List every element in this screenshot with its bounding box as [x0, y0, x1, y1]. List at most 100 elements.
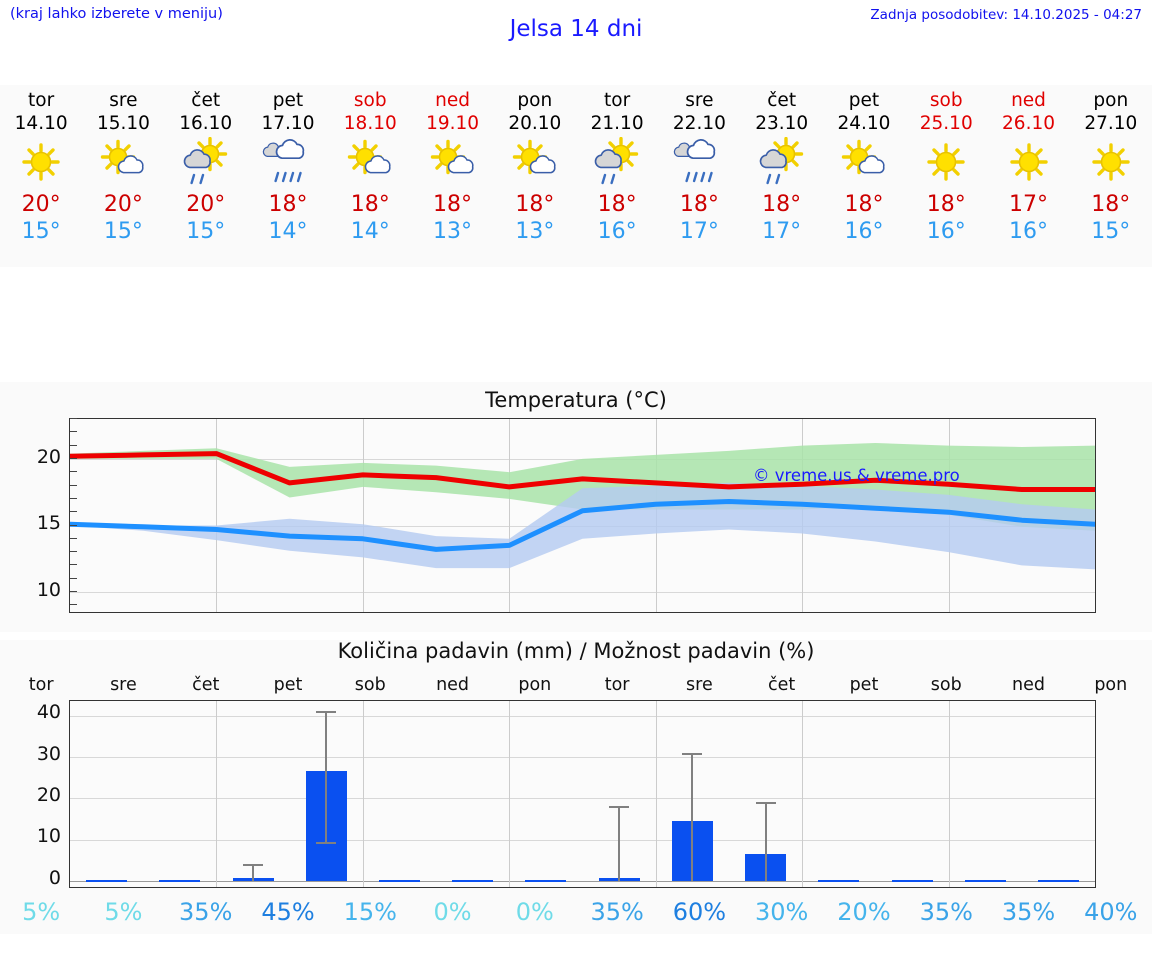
day-temp-max: 18° [762, 192, 802, 217]
precipitation-bar[interactable] [379, 880, 420, 882]
day-column[interactable]: čet 23.10 18° 17° [741, 85, 823, 267]
day-date: 23.10 [755, 113, 809, 134]
day-column[interactable]: sre 15.10 20° 15° [82, 85, 164, 267]
temperature-chart-title: Temperatura (°C) [485, 388, 667, 412]
day-name: sre [109, 90, 138, 111]
precipitation-error-cap [755, 802, 776, 805]
day-column[interactable]: tor 14.10 20° 15° [0, 85, 82, 267]
temperature-y-tick-label: 10 [36, 579, 61, 602]
day-name: ned [435, 90, 470, 111]
precipitation-day-label: pon [1094, 675, 1128, 695]
precipitation-bar[interactable] [964, 880, 1006, 882]
precipitation-bar[interactable] [525, 880, 567, 882]
precipitation-probability: 45% [261, 898, 315, 926]
precipitation-day-label: sob [930, 675, 962, 695]
temperature-y-tick-mark [70, 604, 77, 606]
cloud-heavy-rain-icon [671, 137, 727, 189]
day-column[interactable]: pon 27.10 18° 15° [1070, 85, 1152, 267]
day-date: 15.10 [96, 113, 150, 134]
precipitation-bar[interactable] [818, 880, 860, 882]
day-name: čet [767, 90, 797, 111]
precipitation-gridline-vertical [802, 701, 804, 887]
day-name: pet [848, 90, 880, 111]
precipitation-day-label: sre [110, 675, 137, 695]
precipitation-probability: 35% [919, 898, 973, 926]
day-temp-max: 18° [433, 192, 473, 217]
page-title: Jelsa 14 dni [509, 16, 643, 42]
day-date: 25.10 [919, 113, 973, 134]
day-name: pon [1093, 90, 1129, 111]
day-temp-max: 18° [350, 192, 390, 217]
day-column[interactable]: tor 21.10 18° 16° [576, 85, 658, 267]
precipitation-chart-title: Količina padavin (mm) / Možnost padavin … [337, 639, 815, 663]
precipitation-gridline [70, 839, 1095, 841]
last-updated-text: Zadnja posodobitev: 14.10.2025 - 04:27 [870, 7, 1142, 23]
temperature-gridline-vertical [216, 419, 218, 612]
day-date: 17.10 [261, 113, 315, 134]
day-column[interactable]: pet 17.10 18° 14° [247, 85, 329, 267]
day-column[interactable]: sre 22.10 18° 17° [658, 85, 740, 267]
day-temp-min: 15° [21, 219, 61, 244]
precipitation-bar[interactable] [86, 880, 128, 882]
day-date: 21.10 [590, 113, 644, 134]
precipitation-probability: 40% [1084, 898, 1138, 926]
day-temp-min: 13° [433, 219, 473, 244]
temperature-y-tick-mark [70, 591, 77, 592]
precipitation-bar[interactable] [891, 880, 933, 882]
precipitation-y-tick-label: 10 [36, 825, 61, 848]
precipitation-gridline [70, 798, 1095, 800]
sun-cloud-icon [507, 137, 563, 189]
precipitation-day-label: čet [768, 675, 796, 695]
precipitation-probability: 15% [343, 898, 397, 926]
day-date: 20.10 [508, 113, 562, 134]
precipitation-day-label: pet [849, 675, 879, 695]
precipitation-error-cap [316, 711, 337, 714]
day-column[interactable]: čet 16.10 20° 15° [165, 85, 247, 267]
precipitation-probability: 60% [672, 898, 727, 926]
cloud-heavy-rain-icon [260, 137, 316, 189]
precipitation-error-cap [609, 806, 630, 809]
precipitation-probability: 35% [590, 898, 644, 926]
precipitation-probability: 20% [837, 898, 891, 926]
precipitation-error-bar [764, 802, 767, 881]
day-name: pon [517, 90, 553, 111]
precipitation-probability: 35% [1001, 898, 1056, 926]
temperature-y-tick-mark [70, 537, 77, 539]
day-temp-min: 16° [844, 219, 884, 244]
precipitation-day-label: ned [1012, 675, 1045, 695]
day-name: sob [353, 90, 387, 111]
day-column[interactable]: sob 18.10 18° 14° [329, 85, 411, 267]
day-temp-max: 18° [1091, 192, 1131, 217]
day-name: čet [191, 90, 221, 111]
day-column[interactable]: pon 20.10 18° 13° [494, 85, 576, 267]
precipitation-y-tick-label: 30 [36, 742, 61, 765]
precipitation-bar[interactable] [452, 880, 494, 882]
precipitation-day-label: tor [28, 675, 54, 695]
day-name: ned [1011, 90, 1046, 111]
sun-cloud-rain-icon [754, 137, 810, 189]
temperature-y-tick-mark [70, 457, 77, 459]
temperature-y-tick-label: 15 [36, 512, 61, 535]
precipitation-y-tick-label: 20 [36, 784, 61, 807]
temperature-plot-area [69, 418, 1096, 613]
sun-icon [13, 137, 69, 189]
precipitation-probability: 5% [104, 898, 143, 926]
day-temp-max: 18° [597, 192, 637, 217]
precipitation-bar[interactable] [159, 880, 201, 882]
day-name: sre [685, 90, 714, 111]
temperature-gridline [70, 592, 1095, 593]
precipitation-bar[interactable] [1037, 880, 1079, 882]
day-date: 14.10 [14, 113, 68, 134]
day-column[interactable]: pet 24.10 18° 16° [823, 85, 905, 267]
day-column[interactable]: sob 25.10 18° 16° [905, 85, 987, 267]
day-column[interactable]: ned 19.10 18° 13° [411, 85, 493, 267]
day-name: pet [272, 90, 304, 111]
day-column[interactable]: ned 26.10 17° 16° [987, 85, 1069, 267]
day-name: tor [604, 90, 631, 111]
day-temp-max: 18° [515, 192, 555, 217]
precipitation-gridline-vertical [509, 701, 511, 887]
day-temp-min: 15° [1091, 219, 1131, 244]
day-date: 16.10 [179, 113, 233, 134]
day-temp-max: 20° [186, 192, 226, 217]
